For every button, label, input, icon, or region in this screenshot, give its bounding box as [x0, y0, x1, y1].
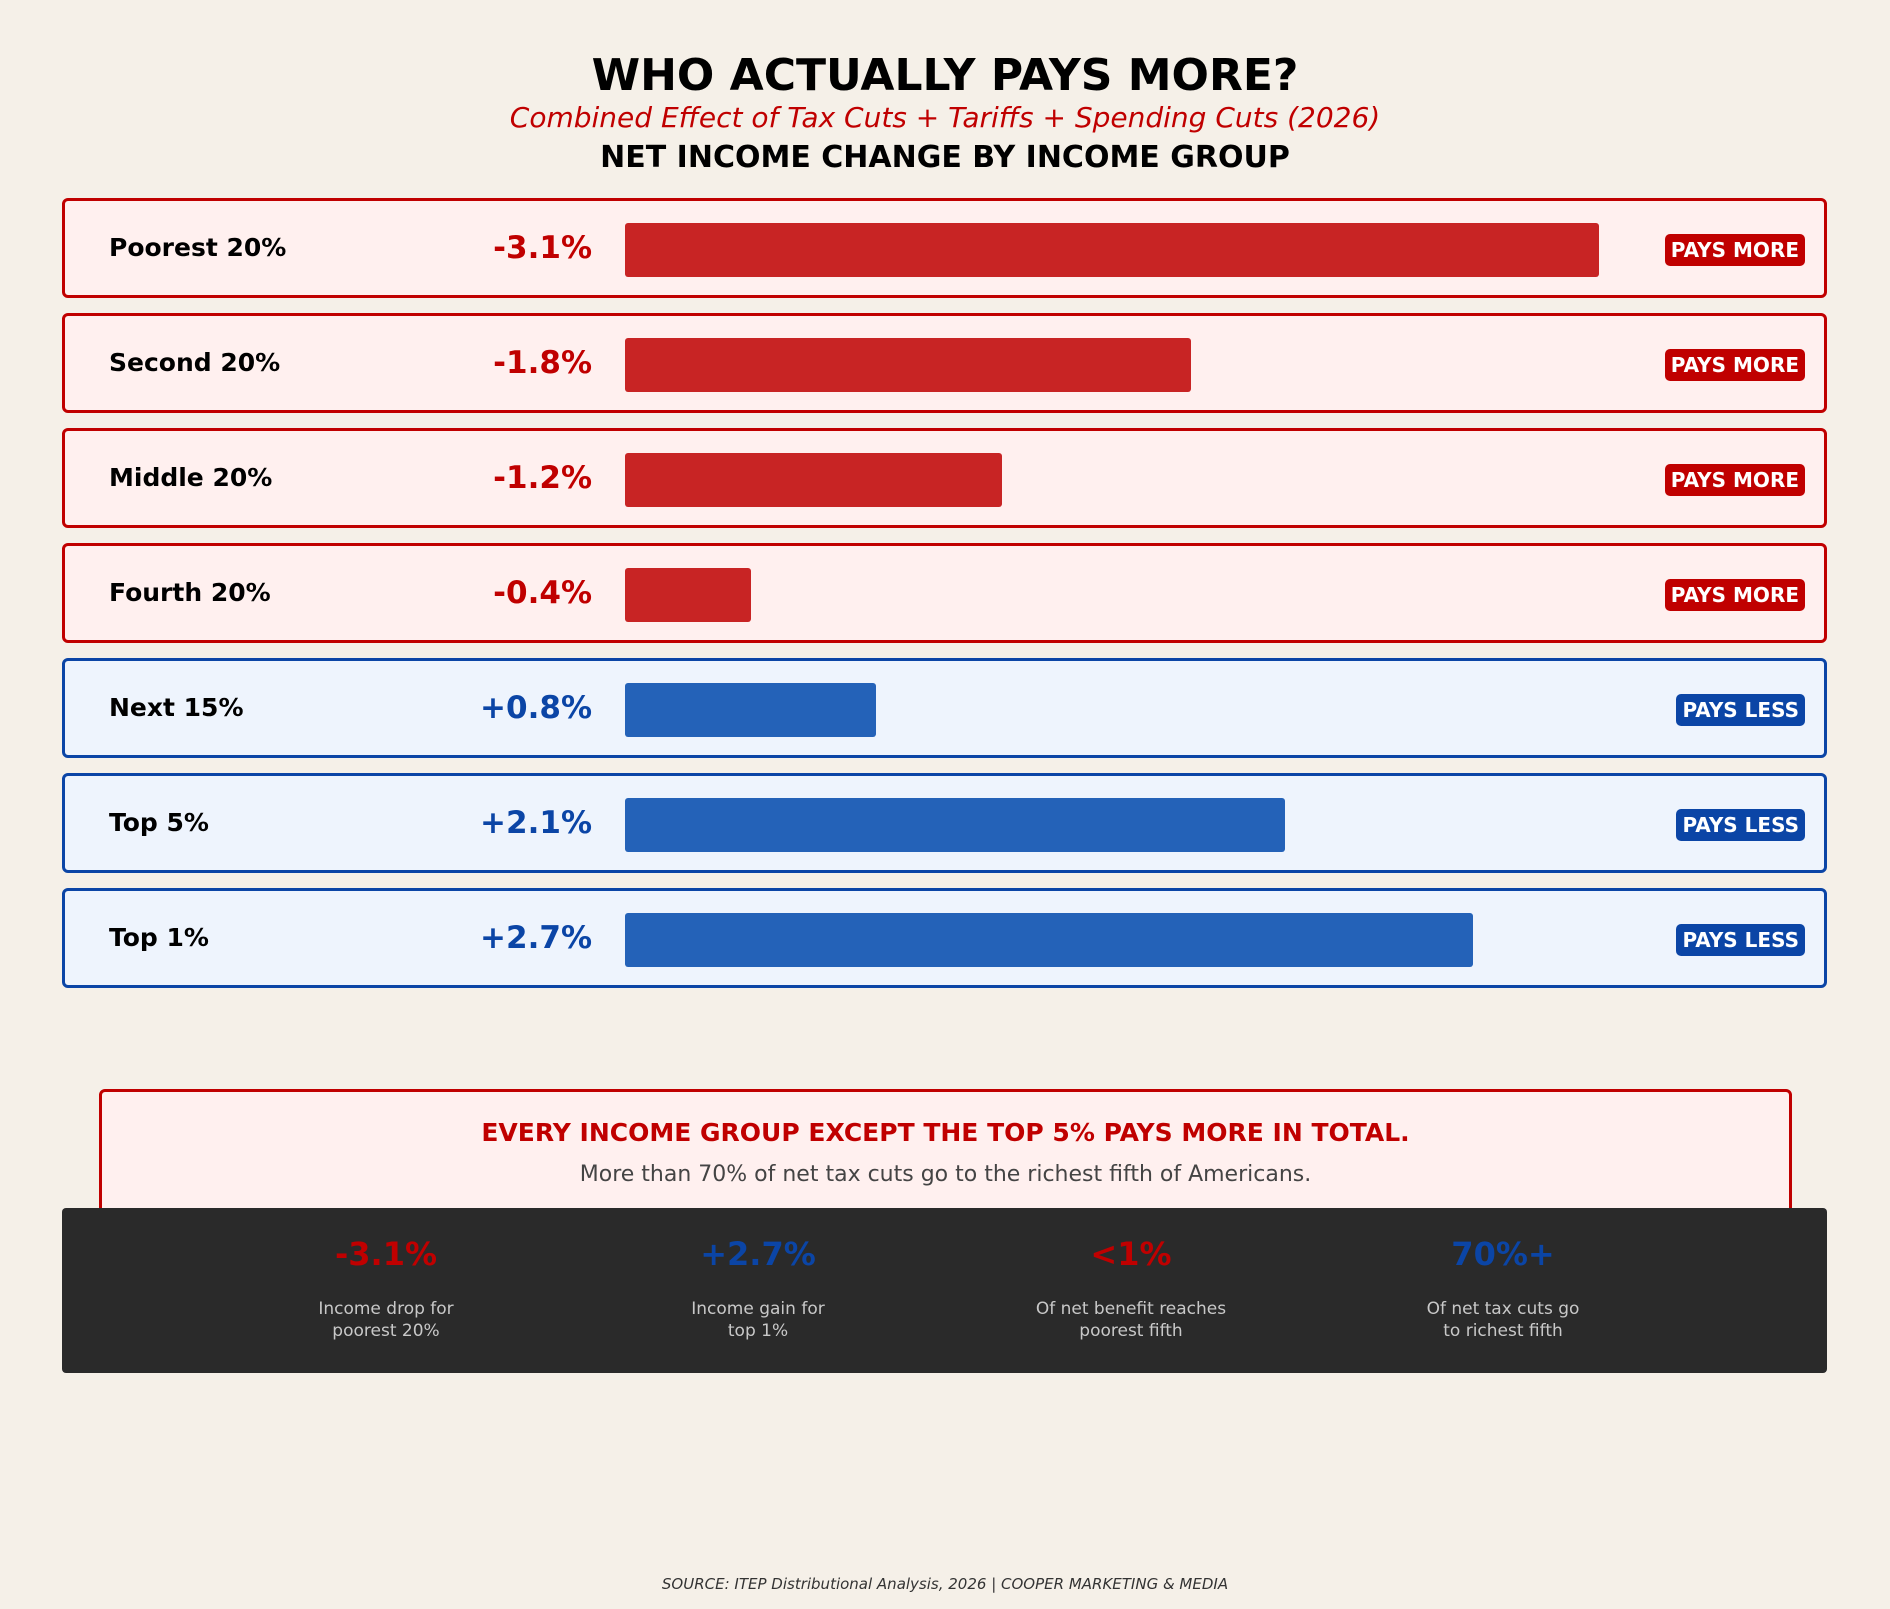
chart-row: Middle 20% -1.2% PAYS MORE — [62, 428, 1827, 528]
bar — [625, 683, 876, 737]
chart-title: NET INCOME CHANGE BY INCOME GROUP — [600, 140, 1290, 175]
stat-label: Income drop for poorest 20% — [318, 1299, 454, 1341]
chart-row: Fourth 20% -0.4% PAYS MORE — [62, 543, 1827, 643]
category-label: Top 5% — [109, 808, 209, 837]
data-label: +2.7% — [480, 920, 592, 956]
source-footer: SOURCE: ITEP Distributional Analysis, 20… — [661, 1575, 1229, 1593]
category-label: Fourth 20% — [109, 578, 271, 607]
data-label: -0.4% — [493, 575, 592, 611]
status-badge: PAYS MORE — [1664, 464, 1805, 496]
data-label: -1.2% — [493, 460, 592, 496]
category-label: Top 1% — [109, 923, 209, 952]
data-label: +2.1% — [480, 805, 592, 841]
category-label: Second 20% — [109, 348, 281, 377]
status-badge: PAYS LESS — [1676, 809, 1805, 841]
chart-row: Top 5% +2.1% PAYS LESS — [62, 773, 1827, 873]
status-badge: PAYS MORE — [1664, 349, 1805, 381]
stat-label: Of net benefit reaches poorest fifth — [1035, 1299, 1227, 1341]
callout-subtext: More than 70% of net tax cuts go to the … — [579, 1162, 1312, 1187]
stats-panel: -3.1% Income drop for poorest 20% +2.7% … — [62, 1208, 1827, 1373]
callout-headline: EVERY INCOME GROUP EXCEPT THE TOP 5% PAY… — [481, 1118, 1410, 1147]
bar — [625, 798, 1285, 852]
status-badge: PAYS LESS — [1676, 924, 1805, 956]
stat-card: 70%+ Of net tax cuts go to richest fifth — [1343, 1208, 1663, 1342]
bar — [625, 568, 751, 622]
page-subtitle: Combined Effect of Tax Cuts + Tariffs + … — [509, 101, 1381, 134]
status-badge: PAYS MORE — [1664, 579, 1805, 611]
stat-card: <1% Of net benefit reaches poorest fifth — [971, 1208, 1291, 1342]
stat-card: -3.1% Income drop for poorest 20% — [226, 1208, 546, 1342]
page-title: WHO ACTUALLY PAYS MORE? — [591, 50, 1299, 101]
data-label: +0.8% — [480, 690, 592, 726]
chart-row: Poorest 20% -3.1% PAYS MORE — [62, 198, 1827, 298]
category-label: Next 15% — [109, 693, 244, 722]
stat-value: -3.1% — [334, 1235, 438, 1273]
stat-card: +2.7% Income gain for top 1% — [598, 1208, 918, 1342]
stat-value: 70%+ — [1451, 1235, 1555, 1273]
stat-label: Income gain for top 1% — [691, 1299, 825, 1341]
status-badge: PAYS MORE — [1664, 234, 1805, 266]
bar — [625, 913, 1473, 967]
stat-value: +2.7% — [700, 1235, 816, 1273]
stat-label: Of net tax cuts go to richest fifth — [1426, 1299, 1580, 1341]
status-badge: PAYS LESS — [1676, 694, 1805, 726]
chart-row: Next 15% +0.8% PAYS LESS — [62, 658, 1827, 758]
data-label: -3.1% — [493, 230, 592, 266]
bar — [625, 338, 1191, 392]
data-label: -1.8% — [493, 345, 592, 381]
category-label: Poorest 20% — [109, 233, 287, 262]
category-label: Middle 20% — [109, 463, 273, 492]
chart-row: Top 1% +2.7% PAYS LESS — [62, 888, 1827, 988]
bar — [625, 453, 1002, 507]
stat-value: <1% — [1090, 1235, 1172, 1273]
chart-row: Second 20% -1.8% PAYS MORE — [62, 313, 1827, 413]
bar — [625, 223, 1599, 277]
